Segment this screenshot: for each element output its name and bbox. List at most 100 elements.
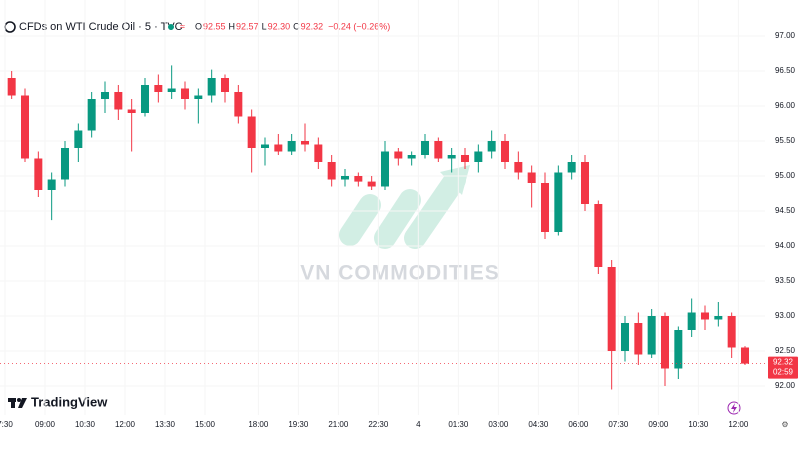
candle-body (381, 151, 389, 187)
candle-body (514, 162, 523, 173)
candle-body (661, 316, 669, 369)
candle-body (87, 99, 96, 131)
candle-body (221, 78, 229, 92)
watermark-logo (339, 165, 470, 249)
x-tick-label: 21:00 (328, 420, 349, 429)
candle-body (407, 155, 416, 159)
candle-body (394, 151, 403, 159)
symbol-icon (4, 21, 16, 33)
candle-body (327, 162, 336, 180)
countdown: 02:59 (773, 368, 794, 377)
candle-body (607, 267, 616, 351)
candle-body (194, 95, 203, 99)
x-tick-label: 4 (416, 420, 421, 429)
x-tick-label: 15:00 (195, 420, 216, 429)
candle-body (21, 95, 29, 159)
ohlc-value: 92.32 (301, 21, 324, 31)
candle-body (367, 181, 376, 187)
candle-body (167, 88, 176, 92)
candle-body (501, 141, 509, 162)
candle-body (567, 162, 576, 173)
ohlc-key: C (293, 21, 300, 31)
y-tick-label: 97.00 (775, 31, 796, 40)
ohlc-value: 92.55 (203, 21, 226, 31)
candle-body (687, 312, 696, 330)
candle-body (647, 316, 656, 355)
x-tick-label: 19:30 (288, 420, 309, 429)
candle-body (447, 155, 456, 159)
candle-body (581, 162, 589, 204)
candle-body (421, 141, 429, 155)
symbol-title: CFDs on WTI Crude Oil · 5 · TVC (19, 21, 183, 33)
ohlc-key: L (262, 21, 267, 31)
x-tick-label: 04:30 (528, 420, 549, 429)
candle-body (541, 183, 549, 232)
candle-body (7, 78, 16, 96)
candle-body (154, 85, 163, 92)
candle-body (461, 155, 469, 162)
candle-body (701, 312, 709, 320)
candle-body (354, 176, 363, 182)
x-tick-label: 01:30 (448, 420, 469, 429)
y-tick-label: 93.00 (775, 311, 796, 320)
x-tick-label: 07:30 (608, 420, 629, 429)
candle-body (554, 172, 563, 232)
ohlc-value: 92.30 (268, 21, 291, 31)
last-price-box (768, 356, 798, 379)
candle-body (114, 92, 123, 110)
y-tick-label: 96.50 (775, 66, 796, 75)
y-tick-label: 92.50 (775, 346, 796, 355)
x-tick-label: 12:00 (728, 420, 749, 429)
candle-body (141, 85, 149, 113)
candle-body (47, 179, 56, 190)
candle-body (741, 347, 749, 364)
candle-body (674, 330, 683, 369)
candle-body (74, 130, 83, 148)
candle-body (434, 141, 443, 159)
y-tick-label: 95.00 (775, 171, 796, 180)
alert-icon[interactable] (727, 401, 741, 415)
chart-type-icon: ≈ (180, 21, 185, 31)
candle-body (487, 141, 496, 152)
x-tick-label: 06:00 (568, 420, 589, 429)
y-tick-label: 94.00 (775, 241, 796, 250)
ohlc-key: H (229, 21, 236, 31)
branding: TradingView (31, 394, 108, 409)
x-tick-label: 03:00 (488, 420, 509, 429)
ohlc-key: O (195, 21, 202, 31)
tradingview-logo (8, 398, 27, 408)
candle-body (727, 316, 736, 348)
ohlc-value: 92.57 (236, 21, 259, 31)
candle-body (234, 92, 243, 117)
candle-body (287, 141, 296, 152)
candle-body (207, 78, 216, 96)
candle-body (274, 144, 283, 152)
change: −0.24 (−0.26%) (328, 21, 390, 31)
x-tick-label: 22:30 (368, 420, 389, 429)
x-tick-label: 10:30 (688, 420, 709, 429)
x-tick-label: 09:00 (648, 420, 669, 429)
candle-body (621, 323, 629, 351)
y-tick-label: 94.50 (775, 206, 796, 215)
candle-body (261, 144, 269, 148)
x-tick-label: 10:30 (75, 420, 96, 429)
x-tick-label: 18:00 (248, 420, 269, 429)
candle-body (527, 172, 536, 183)
candle-body (341, 176, 349, 180)
candle-body (101, 92, 109, 99)
settings-icon[interactable]: ⚙ (781, 420, 788, 429)
candle-body (314, 144, 323, 162)
candle-body (61, 148, 69, 180)
candle-body (474, 151, 483, 162)
candle-body (634, 323, 643, 355)
ohlc-legend: ≈ O 92.55 H 92.57 L 92.30 C 92.32 −0.24 (−0.26%) (180, 21, 390, 31)
y-tick-label: 96.00 (775, 101, 796, 110)
candle-body (247, 116, 256, 148)
y-tick-label: 95.50 (775, 136, 796, 145)
y-tick-label: 93.50 (775, 276, 796, 285)
last-price-label: 92.32 (773, 358, 794, 367)
candle-body (714, 316, 723, 320)
watermark-text: VN COMMODITIES (300, 262, 500, 285)
candle-body (127, 109, 136, 113)
